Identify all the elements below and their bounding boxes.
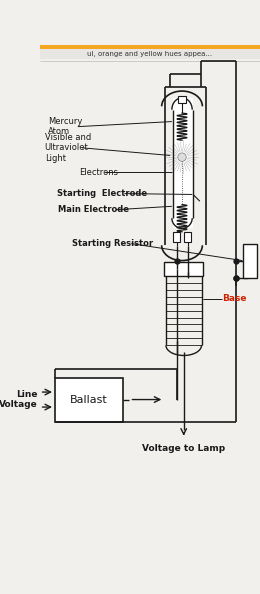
Bar	[178, 96, 186, 103]
Bar	[40, 45, 260, 59]
Text: Electrons: Electrons	[79, 168, 118, 177]
Bar	[40, 45, 260, 49]
Ellipse shape	[178, 153, 186, 162]
Bar	[184, 232, 191, 242]
Text: Voltage to Lamp: Voltage to Lamp	[142, 444, 225, 453]
Text: Line
Voltage: Line Voltage	[0, 390, 38, 409]
Bar	[173, 98, 193, 228]
Text: Main Electrode: Main Electrode	[58, 205, 129, 214]
Bar	[55, 378, 123, 422]
Text: Starting Resistor: Starting Resistor	[72, 239, 153, 248]
Bar	[173, 232, 180, 242]
Bar	[243, 244, 257, 277]
Text: Base: Base	[222, 294, 246, 303]
Text: Ballast: Ballast	[70, 394, 108, 405]
Text: Mercury
Atom: Mercury Atom	[48, 117, 82, 137]
Text: Starting  Electrode: Starting Electrode	[57, 189, 147, 198]
Text: Visible and
Ultraviolet
Light: Visible and Ultraviolet Light	[45, 133, 91, 163]
Bar	[164, 262, 203, 276]
Text: ul, orange and yellow hues appea...: ul, orange and yellow hues appea...	[87, 50, 212, 57]
